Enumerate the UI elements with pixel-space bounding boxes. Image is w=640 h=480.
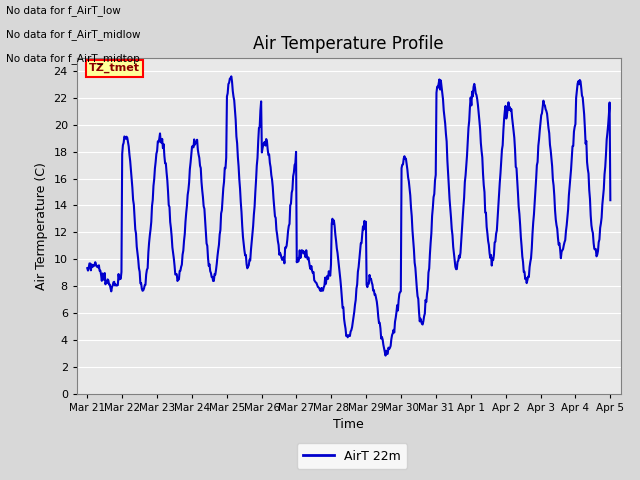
Text: No data for f_AirT_midtop: No data for f_AirT_midtop	[6, 53, 140, 64]
Legend: AirT 22m: AirT 22m	[297, 444, 407, 469]
Title: Air Temperature Profile: Air Temperature Profile	[253, 35, 444, 53]
X-axis label: Time: Time	[333, 418, 364, 431]
Text: No data for f_AirT_low: No data for f_AirT_low	[6, 5, 121, 16]
Text: No data for f_AirT_midlow: No data for f_AirT_midlow	[6, 29, 141, 40]
Text: TZ_tmet: TZ_tmet	[89, 63, 140, 73]
Y-axis label: Air Termperature (C): Air Termperature (C)	[35, 162, 48, 289]
